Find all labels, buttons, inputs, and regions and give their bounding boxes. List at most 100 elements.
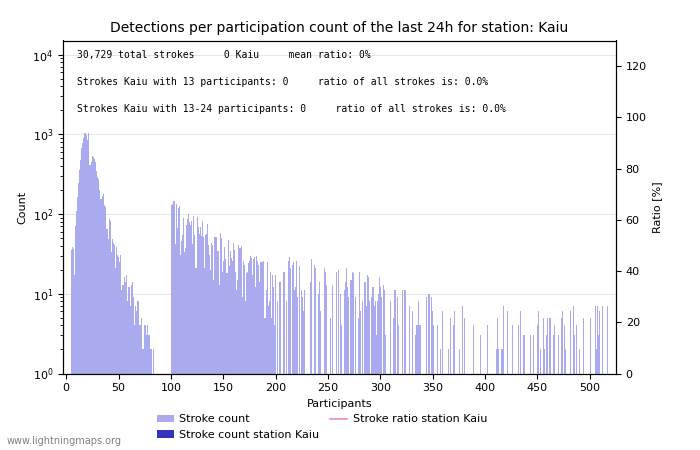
Bar: [545, 374, 547, 450]
Bar: [134, 306, 136, 450]
Bar: [264, 318, 265, 450]
Bar: [150, 350, 151, 450]
Bar: [187, 219, 188, 450]
Bar: [191, 221, 193, 450]
Bar: [136, 302, 138, 450]
Bar: [543, 318, 545, 450]
Bar: [507, 311, 508, 450]
Bar: [501, 350, 503, 450]
Bar: [596, 306, 598, 450]
Bar: [379, 278, 380, 450]
Bar: [188, 214, 189, 450]
Bar: [77, 197, 78, 450]
Bar: [72, 247, 73, 450]
Text: Strokes Kaiu with 13 participants: 0     ratio of all strokes is: 0.0%: Strokes Kaiu with 13 participants: 0 rat…: [77, 77, 488, 87]
Bar: [138, 302, 139, 450]
Bar: [347, 288, 349, 450]
Bar: [80, 160, 81, 450]
Bar: [73, 249, 74, 450]
Bar: [231, 258, 232, 450]
Bar: [365, 282, 366, 450]
Bar: [564, 325, 565, 450]
Bar: [233, 243, 235, 450]
Bar: [87, 140, 88, 450]
Bar: [463, 318, 465, 450]
Bar: [92, 156, 93, 450]
Bar: [433, 325, 434, 450]
Bar: [518, 325, 519, 450]
Bar: [338, 270, 339, 450]
Bar: [351, 271, 353, 450]
Bar: [431, 297, 432, 450]
Bar: [193, 216, 195, 450]
Bar: [268, 306, 269, 450]
Text: www.lightningmaps.org: www.lightningmaps.org: [7, 436, 122, 446]
Bar: [482, 374, 484, 450]
Bar: [377, 302, 378, 450]
Bar: [190, 225, 191, 450]
Bar: [500, 374, 501, 450]
Bar: [538, 311, 539, 450]
Bar: [222, 271, 223, 450]
Bar: [279, 282, 280, 450]
Bar: [209, 255, 210, 450]
Bar: [226, 274, 227, 450]
Bar: [98, 180, 99, 450]
Bar: [429, 294, 430, 450]
Bar: [607, 306, 608, 450]
Bar: [203, 237, 204, 450]
Bar: [302, 297, 303, 450]
Bar: [428, 294, 429, 450]
Bar: [223, 261, 224, 450]
Bar: [211, 243, 212, 450]
Bar: [344, 290, 345, 450]
Bar: [378, 294, 379, 450]
Bar: [270, 271, 271, 450]
Bar: [262, 261, 264, 450]
Bar: [165, 374, 166, 450]
Bar: [326, 285, 328, 450]
Bar: [454, 311, 455, 450]
Bar: [381, 297, 382, 450]
Bar: [90, 165, 91, 450]
Bar: [100, 198, 102, 450]
Bar: [256, 256, 258, 450]
Bar: [180, 255, 181, 450]
Text: 30,729 total strokes     0 Kaiu     mean ratio: 0%: 30,729 total strokes 0 Kaiu mean ratio: …: [77, 50, 370, 60]
Bar: [272, 275, 273, 450]
Bar: [497, 318, 498, 450]
Bar: [315, 268, 316, 450]
Bar: [301, 290, 302, 450]
Bar: [184, 252, 185, 450]
Bar: [402, 290, 403, 450]
Bar: [85, 135, 87, 450]
Bar: [237, 280, 239, 450]
Bar: [355, 297, 356, 450]
Bar: [561, 318, 562, 450]
Bar: [235, 271, 237, 450]
Bar: [83, 138, 85, 450]
Bar: [297, 297, 298, 450]
Bar: [368, 278, 370, 450]
Bar: [533, 335, 534, 450]
X-axis label: Participants: Participants: [307, 399, 372, 409]
Bar: [197, 227, 199, 450]
Bar: [293, 262, 294, 450]
Bar: [461, 306, 463, 450]
Bar: [249, 261, 250, 450]
Bar: [594, 306, 596, 450]
Bar: [243, 261, 244, 450]
Bar: [164, 374, 165, 450]
Bar: [372, 288, 374, 450]
Bar: [537, 325, 538, 450]
Bar: [512, 325, 513, 450]
Bar: [89, 165, 90, 450]
Bar: [161, 374, 162, 450]
Bar: [88, 133, 89, 450]
Bar: [409, 306, 410, 450]
Bar: [412, 311, 413, 450]
Bar: [380, 288, 381, 450]
Bar: [216, 237, 218, 450]
Bar: [398, 325, 399, 450]
Bar: [417, 302, 419, 450]
